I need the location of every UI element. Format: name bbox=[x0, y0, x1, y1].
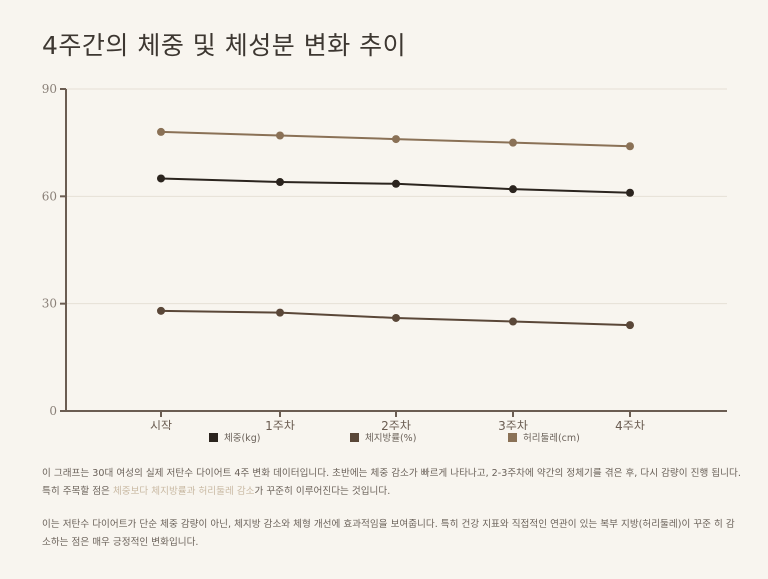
data-point[interactable] bbox=[276, 178, 284, 187]
weight-swatch-icon bbox=[209, 432, 218, 442]
data-point[interactable] bbox=[509, 138, 517, 147]
data-point[interactable] bbox=[392, 179, 400, 188]
data-point[interactable] bbox=[509, 317, 517, 326]
x-tick-label: 3주차 bbox=[498, 419, 528, 430]
data-point[interactable] bbox=[626, 321, 634, 330]
x-axis-ticks: 시작 1주차 2주차 3주차 4주차 bbox=[150, 411, 645, 430]
desc-text: 가 꾸준히 이루어진다는 것입니다. bbox=[254, 486, 391, 497]
y-tick-label: 60 bbox=[42, 189, 57, 203]
body-fat-swatch-icon bbox=[350, 432, 359, 442]
desc-text: 히 감소하는 점은 매우 긍정적인 변화입니다. bbox=[42, 519, 735, 548]
description-paragraph-2: 이는 저탄수 다이어트가 단순 체중 감량이 아닌, 체지방 감소와 체형 개선… bbox=[42, 516, 742, 552]
series-line bbox=[157, 127, 634, 151]
x-tick-label: 시작 bbox=[150, 419, 172, 430]
data-point[interactable] bbox=[626, 142, 634, 151]
data-point[interactable] bbox=[276, 131, 284, 140]
data-point[interactable] bbox=[509, 185, 517, 194]
x-tick-label: 1주차 bbox=[265, 419, 295, 430]
desc-text: 됩니다. 특히 주목할 점은 bbox=[42, 468, 741, 497]
desc-highlight: 체중보다 체지방률과 허리둘레 감소 bbox=[112, 486, 255, 497]
data-series bbox=[157, 127, 634, 330]
x-tick-label: 2주차 bbox=[381, 419, 411, 430]
y-axis-ticks: 0 30 60 90 bbox=[42, 82, 66, 418]
desc-text: 이는 저탄수 다이어트가 단순 체중 감량이 아닌, 체지방 감소와 체형 개선… bbox=[42, 519, 711, 530]
y-tick-label: 0 bbox=[49, 404, 57, 418]
legend-item-waist[interactable]: 허리둘레(cm) bbox=[508, 430, 580, 444]
line-chart: 0 30 60 90 시작 1주차 2주차 3주차 4주차 bbox=[42, 82, 727, 430]
y-tick-label: 30 bbox=[42, 297, 57, 311]
series-line bbox=[157, 306, 634, 330]
legend-label: 체지방률(%) bbox=[365, 433, 417, 444]
desc-text: 이 그래프는 30대 여성의 실제 저탄수 다이어트 4주 변화 데이터입니다.… bbox=[42, 468, 709, 479]
series-line bbox=[157, 174, 634, 197]
legend-label: 허리둘레(cm) bbox=[523, 433, 580, 444]
grid-lines bbox=[66, 88, 727, 305]
legend-item-body-fat[interactable]: 체지방률(%) bbox=[350, 430, 416, 444]
data-point[interactable] bbox=[157, 127, 165, 136]
x-tick-label: 4주차 bbox=[615, 419, 645, 430]
data-point[interactable] bbox=[276, 308, 284, 317]
legend-label: 체중(kg) bbox=[224, 433, 261, 444]
data-point[interactable] bbox=[392, 135, 400, 144]
y-tick-label: 90 bbox=[42, 82, 57, 96]
data-point[interactable] bbox=[157, 174, 165, 183]
description-paragraph-1: 이 그래프는 30대 여성의 실제 저탄수 다이어트 4주 변화 데이터입니다.… bbox=[42, 465, 742, 501]
data-point[interactable] bbox=[626, 188, 634, 197]
chart-legend: 체중(kg) 체지방률(%) 허리둘레(cm) bbox=[0, 430, 768, 446]
page-title: 4주간의 체중 및 체성분 변화 추이 bbox=[42, 31, 407, 60]
waist-swatch-icon bbox=[508, 432, 517, 442]
data-point[interactable] bbox=[157, 306, 165, 315]
data-point[interactable] bbox=[392, 313, 400, 322]
legend-item-weight[interactable]: 체중(kg) bbox=[209, 430, 260, 444]
